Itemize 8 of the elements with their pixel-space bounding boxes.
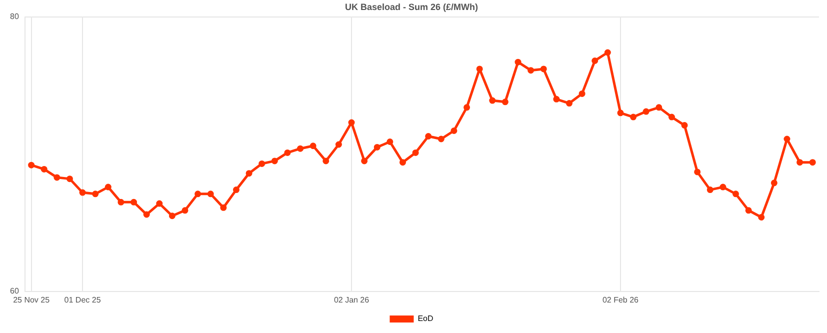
y-tick-label: 60 — [10, 286, 20, 296]
legend-label: EoD — [418, 314, 434, 324]
x-tick-label: 25 Nov 25 — [13, 295, 50, 304]
x-tick-label: 02 Jan 26 — [334, 295, 370, 304]
y-tick-label: 80 — [10, 12, 20, 22]
x-tick-label: 01 Dec 25 — [64, 295, 102, 304]
chart-title: UK Baseload - Sum 26 (£/MWh) — [344, 2, 478, 12]
x-tick-label: 02 Feb 26 — [602, 295, 640, 304]
